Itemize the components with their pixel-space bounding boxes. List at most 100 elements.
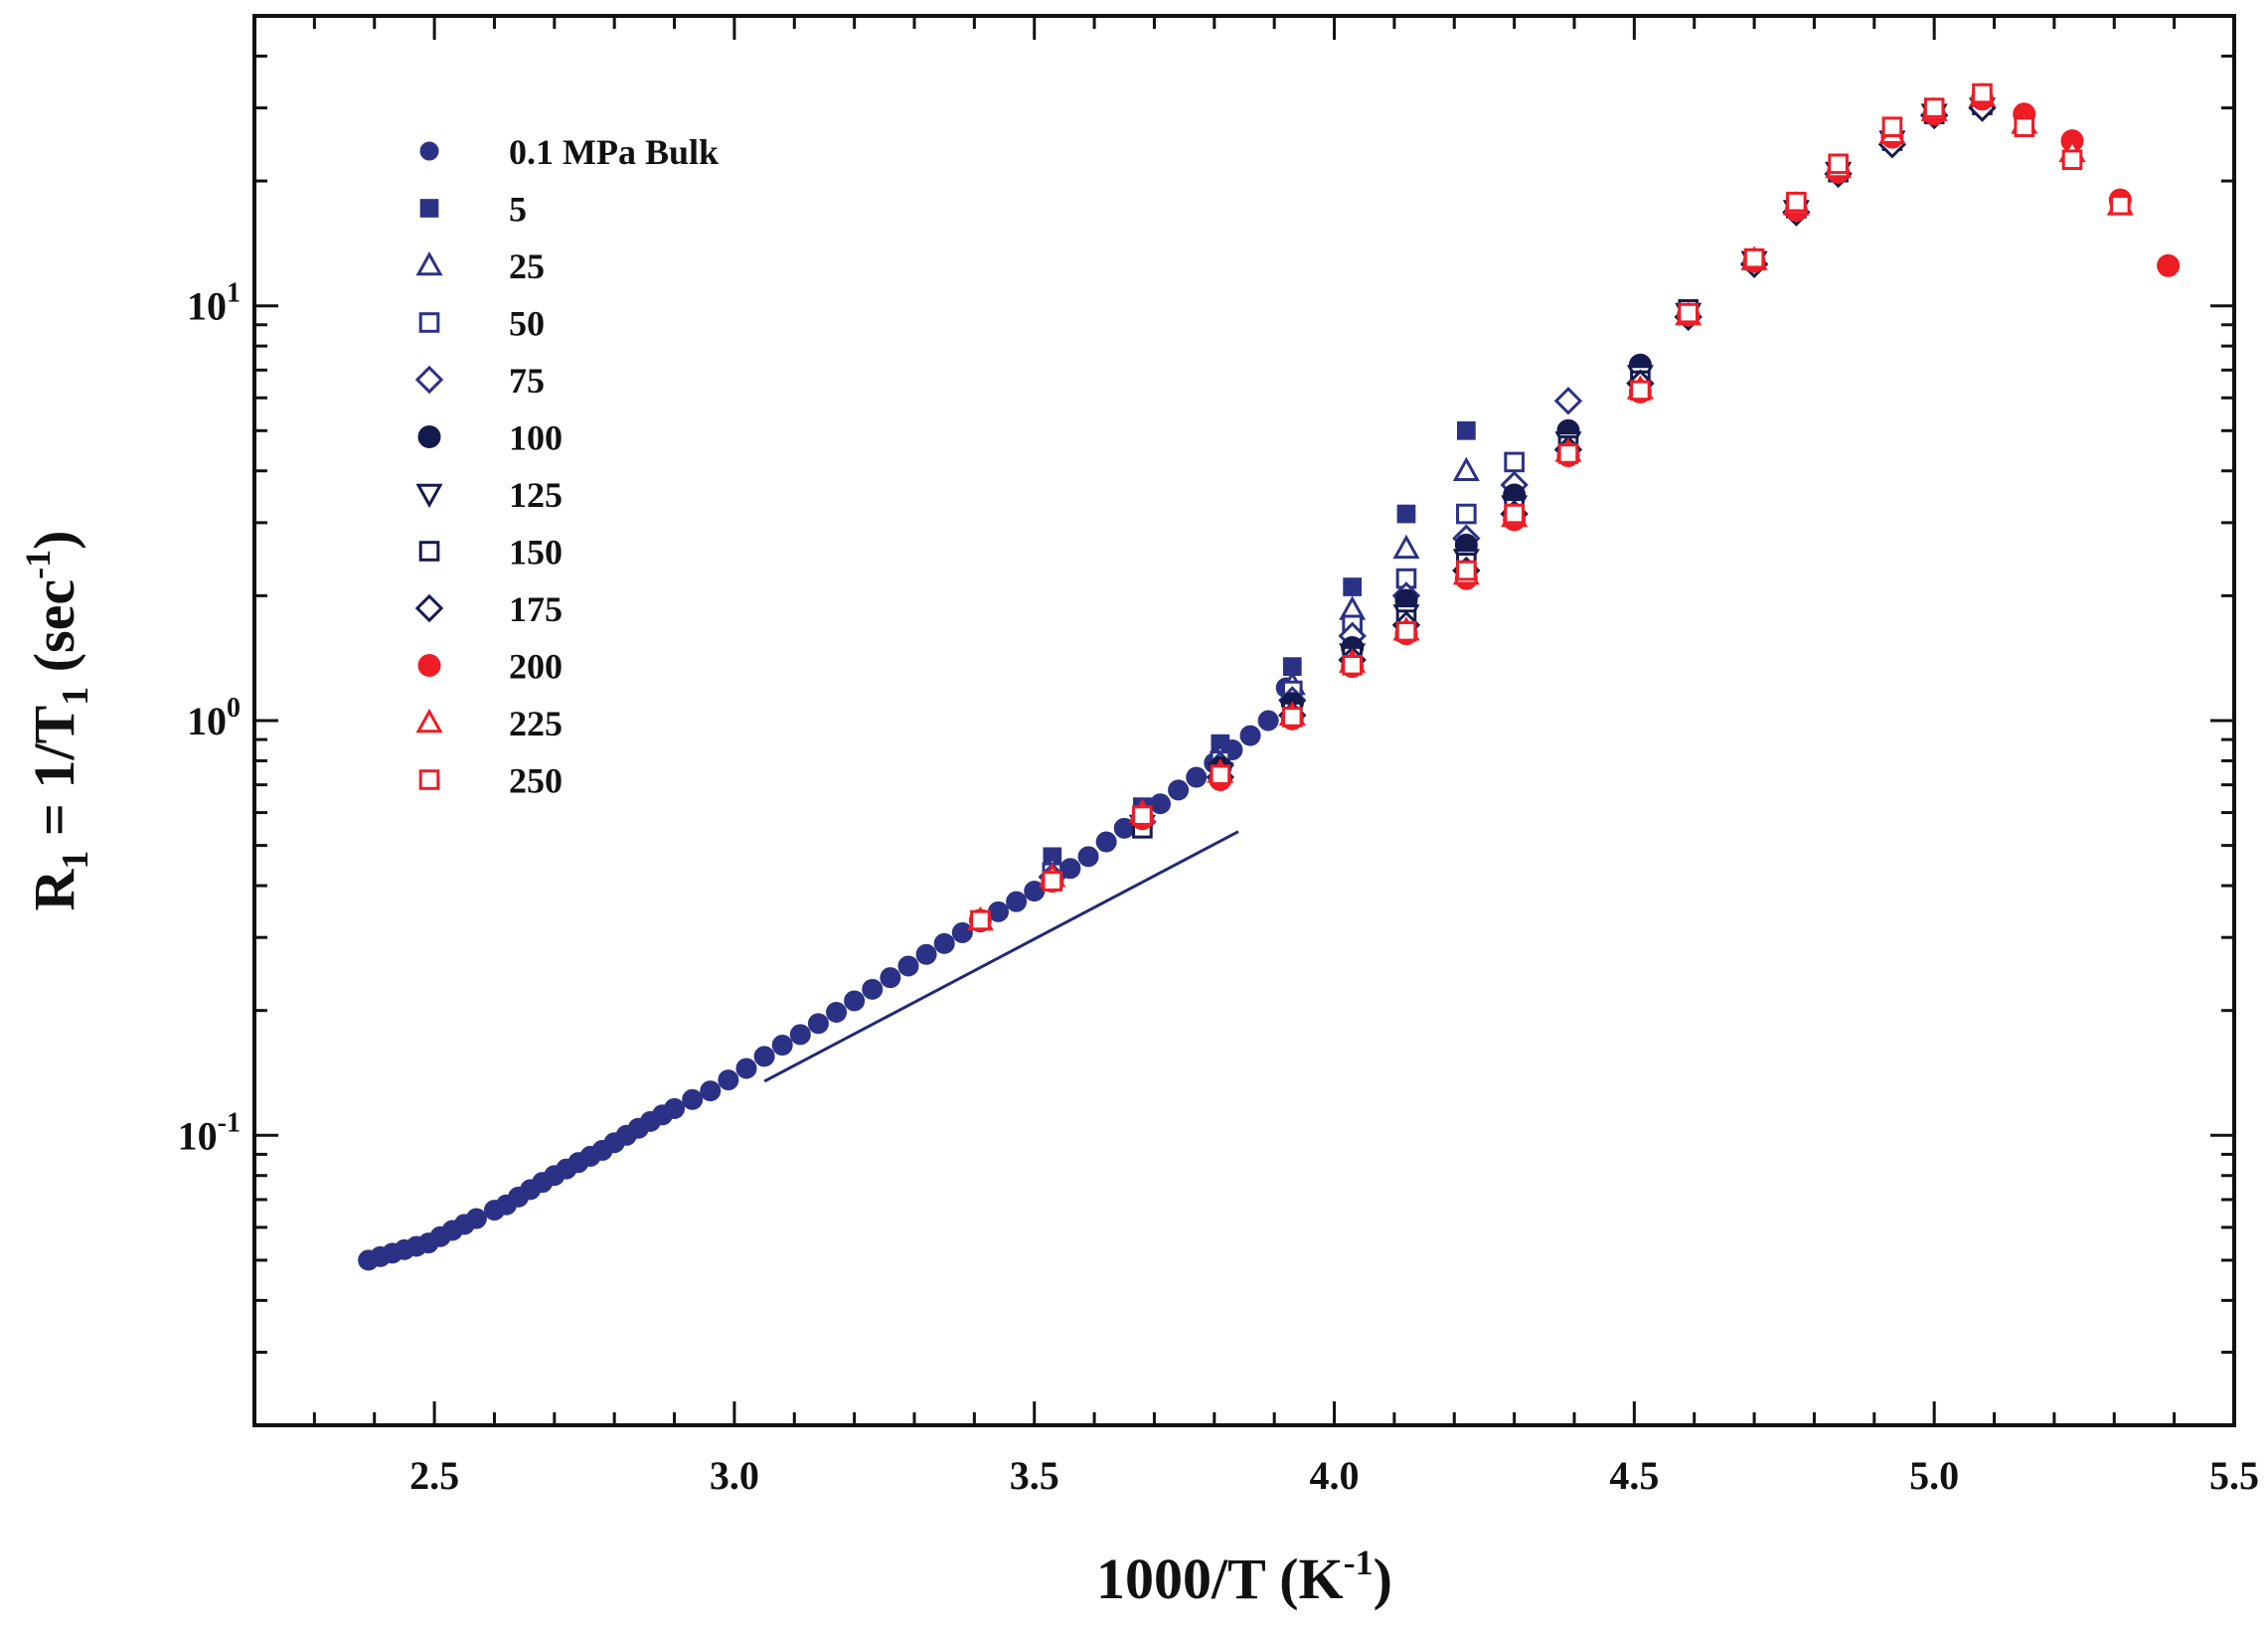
bulk-data-point (915, 943, 937, 965)
series-250-point (1972, 82, 1993, 104)
legend-label: 100 (509, 418, 563, 458)
legend-label: 225 (509, 704, 563, 743)
legend-marker (417, 654, 441, 677)
legend-marker (418, 312, 440, 333)
bulk-data-point (826, 1002, 848, 1024)
series-25-point (1392, 534, 1420, 560)
series-250-point (1042, 871, 1063, 892)
data-points-layer (358, 82, 2181, 1271)
bulk-data-point (880, 967, 901, 989)
bulk-data-point (951, 921, 973, 943)
series-250-point (1456, 560, 1477, 581)
x-tick-label: 5.0 (1909, 1453, 1959, 1498)
legend-marker (414, 593, 444, 623)
minor-ticks (254, 14, 2234, 1427)
x-tick-label: 4.5 (1609, 1453, 1659, 1498)
bulk-data-point (1257, 710, 1279, 732)
series-200-point (2157, 253, 2181, 277)
legend-label: 75 (509, 361, 545, 401)
y-tick-label: 10-1 (178, 1107, 241, 1158)
series-250-point (1630, 380, 1651, 402)
bulk-data-point (1149, 793, 1171, 815)
legend-marker (419, 141, 439, 161)
legend-label: 5 (509, 190, 527, 230)
series-250-point (1678, 302, 1699, 324)
bulk-data-point (844, 990, 866, 1012)
x-tick-label: 2.5 (409, 1453, 459, 1498)
legend-label: 150 (509, 533, 563, 572)
bulk-data-point (682, 1088, 704, 1110)
bulk-data-point (1077, 846, 1099, 868)
series-250-point (1504, 503, 1525, 525)
y-axis-title: R1 = 1/T1 (sec-1) (18, 531, 96, 911)
series-250-point (1132, 805, 1153, 826)
legend-label: 175 (509, 589, 563, 629)
series-5-point (1282, 657, 1302, 676)
series-50-point (1504, 451, 1525, 473)
bulk-data-point (1168, 779, 1190, 801)
bulk-data-point (1239, 725, 1261, 746)
series-250-point (1342, 654, 1363, 676)
y-tick-label: 101 (187, 278, 241, 329)
series-250-point (2061, 149, 2083, 171)
x-axis-title: 1000/T (K-1) (1096, 1543, 1392, 1611)
legend-label: 200 (509, 647, 563, 687)
legend-marker (415, 708, 443, 734)
series-50-point (1456, 503, 1477, 525)
bulk-data-point (718, 1069, 739, 1091)
bulk-data-point (735, 1058, 757, 1079)
bulk-data-point (465, 1208, 487, 1229)
series-250-point (1881, 116, 1903, 137)
series-250-point (1923, 97, 1945, 118)
bulk-data-point (771, 1035, 793, 1057)
series-250-point (1786, 191, 1807, 213)
legend-label: 25 (509, 246, 545, 286)
series-25-point (1452, 456, 1480, 482)
bulk-data-point (897, 955, 919, 977)
legend-marker (415, 483, 443, 509)
series-250-point (2110, 194, 2131, 216)
y-tick-labels: 10-1 100 101 (178, 278, 241, 1159)
series-250-point (970, 909, 991, 931)
x-tick-labels: 2.5 3.0 3.5 4.0 4.5 5.0 5.5 (409, 1453, 2259, 1498)
legend-label: 0.1 MPa Bulk (509, 132, 719, 172)
legend-label: 250 (509, 761, 563, 801)
legend-marker (415, 250, 443, 276)
bulk-data-point (1095, 831, 1117, 853)
fit-line-layer (763, 830, 1239, 1083)
series-250-point (1395, 621, 1417, 642)
bulk-data-point (807, 1013, 829, 1035)
series-75-point (1553, 387, 1583, 415)
legend-marker (418, 769, 440, 790)
series-250-point (1557, 443, 1579, 464)
series-5-point (1456, 420, 1476, 440)
bulk-data-point (753, 1046, 775, 1067)
series-250-point (1210, 764, 1231, 785)
series-250-point (1743, 247, 1765, 269)
series-5-point (1343, 577, 1363, 596)
bulk-data-point (664, 1097, 686, 1119)
plot-frame (252, 14, 2236, 1427)
series-250-point (2014, 116, 2035, 137)
y-tick-label: 100 (187, 693, 241, 743)
x-tick-label: 5.5 (2209, 1453, 2259, 1498)
legend-marker (419, 199, 439, 218)
major-ticks (254, 16, 2234, 1425)
legend-marker (414, 365, 444, 395)
bulk-data-point (933, 932, 955, 954)
series-250-point (1281, 707, 1303, 728)
series-250-point (1828, 153, 1849, 175)
bulk-data-point (1186, 766, 1208, 788)
bulk-data-point (862, 978, 884, 1000)
legend-label: 50 (509, 304, 545, 344)
legend-label: 125 (509, 475, 563, 515)
x-tick-label: 3.0 (710, 1453, 759, 1498)
legend-marker (417, 425, 441, 448)
legend: 0.1 MPa Bulk 5 25 50 75 100 125 150 175 200 225 250 (414, 132, 719, 801)
x-tick-label: 3.5 (1010, 1453, 1059, 1498)
x-tick-label: 4.0 (1310, 1453, 1360, 1498)
series-5-point (1396, 504, 1416, 524)
bulk-data-point (1006, 891, 1028, 912)
bulk-data-point (789, 1024, 811, 1046)
